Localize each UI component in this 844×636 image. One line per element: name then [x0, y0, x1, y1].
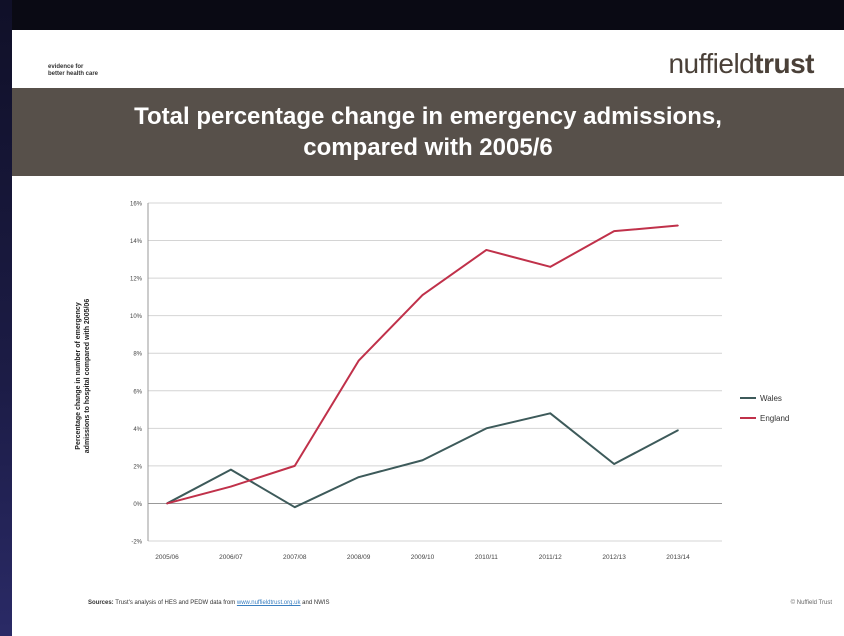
y-tick-label-3: 4% [133, 427, 142, 433]
data-point-england-5 [485, 249, 488, 251]
y-tick-label-1: 0% [133, 502, 142, 508]
data-point-england-2 [293, 465, 296, 467]
x-tick-label-0: 2005/06 [155, 554, 179, 561]
sources-text: Trust's analysis of HES and PEDW data fr… [115, 600, 236, 606]
series-line-england [166, 224, 679, 505]
line-chart: -2% 0% 2% 4% 6% 8% 10% 12% 14% 16% 2005/06 2006/07 2… [75, 202, 722, 561]
y-tick-label-9: 16% [130, 202, 143, 208]
data-point-wales-7 [613, 463, 615, 465]
data-point-england-4 [421, 294, 424, 296]
data-point-wales-3 [357, 476, 360, 478]
data-point-wales-6 [549, 412, 552, 415]
y-tick-label-8: 14% [130, 239, 143, 245]
logo-bold-text: trust [754, 48, 814, 79]
legend-swatch-england [740, 417, 756, 419]
nuffield-trust-logo: nuffieldtrust [668, 48, 814, 80]
chart-legend: Wales England [740, 388, 789, 428]
sources-note: Sources: Trust's analysis of HES and PED… [88, 600, 330, 606]
title-line-1: Total percentage change in emergency adm… [134, 103, 722, 130]
legend-item-wales: Wales [740, 388, 789, 408]
x-tick-label-3: 2008/09 [347, 554, 371, 561]
x-tick-label-7: 2012/13 [602, 554, 626, 561]
data-point-england-0 [166, 502, 168, 505]
data-point-england-3 [357, 359, 360, 362]
data-point-england-8 [677, 224, 679, 227]
data-point-wales-5 [485, 427, 488, 430]
y-tick-label-4: 6% [133, 389, 142, 395]
data-point-wales-4 [421, 459, 424, 462]
slide: evidence for better health care nuffield… [12, 30, 844, 636]
y-tick-label-5: 8% [133, 352, 142, 358]
tagline: evidence for better health care [48, 64, 98, 78]
data-point-wales-2 [293, 506, 296, 509]
y-tick-label-7: 12% [130, 277, 143, 283]
sources-link[interactable]: www.nuffieldtrust.org.uk [236, 600, 301, 606]
x-tick-label-1: 2006/07 [219, 554, 243, 561]
legend-label-england: England [760, 413, 790, 423]
x-tick-label-2: 2007/08 [283, 554, 307, 561]
tagline-line-2: better health care [48, 71, 99, 77]
y-tick-label-6: 10% [130, 314, 143, 320]
copyright-note: © Nuffield Trust [790, 600, 832, 606]
legend-label-wales: Wales [760, 393, 782, 403]
left-edge-strip [0, 0, 12, 636]
x-tick-label-8: 2013/14 [666, 554, 690, 561]
y-axis-label-line-2: admissions to hospital compared with 200… [84, 299, 91, 454]
data-point-england-1 [230, 485, 232, 488]
x-tick-label-4: 2009/10 [411, 554, 435, 561]
y-axis-label-line-1: Percentage change in number of emergency [75, 302, 82, 450]
legend-item-england: England [740, 408, 789, 428]
data-point-wales-8 [677, 429, 679, 432]
y-tick-label-0: -2% [131, 540, 142, 546]
sources-tail: and NWIS [302, 600, 330, 606]
x-tick-label-5: 2010/11 [475, 554, 498, 561]
y-tick-label-2: 2% [133, 464, 142, 470]
tagline-line-1: evidence for [48, 64, 84, 70]
logo-light-text: nuffield [668, 48, 755, 79]
legend-swatch-wales [740, 397, 756, 399]
data-point-england-6 [549, 266, 552, 268]
title-banner: Total percentage change in emergency adm… [12, 88, 844, 176]
data-point-wales-1 [230, 468, 232, 471]
title-line-2: compared with 2005/6 [303, 134, 553, 161]
sources-label: Sources: [88, 600, 114, 606]
x-tick-label-6: 2011/12 [539, 554, 562, 561]
data-point-england-7 [613, 230, 615, 232]
